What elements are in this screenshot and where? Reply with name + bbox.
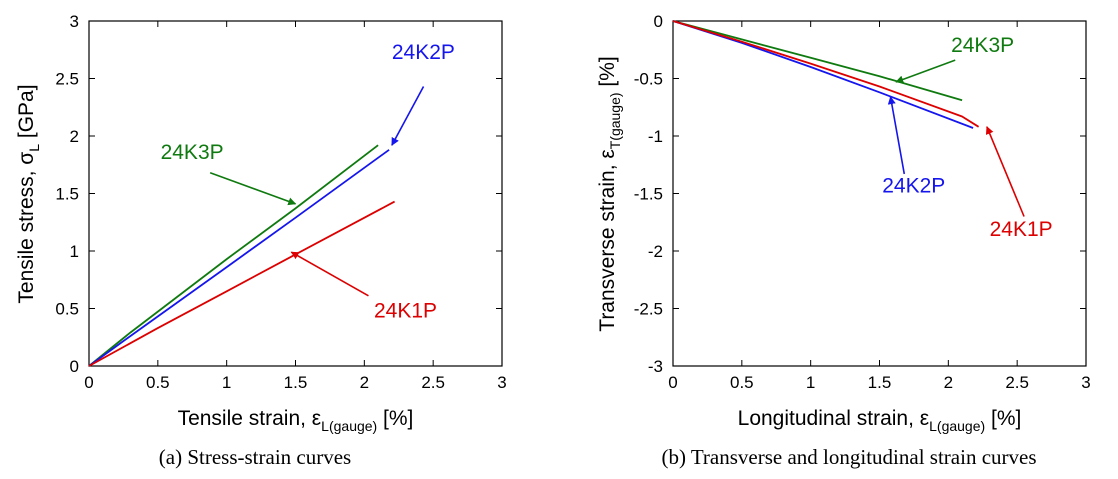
- annotation-arrow-24k1p: [290, 251, 369, 297]
- y-axis-label-main: Tensile stress, σ: [15, 152, 38, 304]
- series-label-24k2p: 24K2P: [882, 174, 945, 197]
- y-tick-label: -1.5: [634, 185, 663, 204]
- x-tick-label: 2: [360, 373, 369, 392]
- x-tick-label: 0: [84, 373, 93, 392]
- x-tick-label: 0: [668, 373, 677, 392]
- x-tick-label: 1.5: [868, 373, 892, 392]
- x-axis-label-main: Tensile strain, ε: [178, 407, 322, 430]
- x-axis-label-unit: [%]: [985, 407, 1021, 430]
- y-tick-label: -2: [648, 242, 663, 261]
- x-axis-label: Longitudinal strain, εL(gauge) [%]: [738, 407, 1022, 434]
- series-label-24k3p: 24K3P: [951, 34, 1014, 57]
- series-line-24k2p: [672, 20, 974, 129]
- y-axis-label-subscript: L: [26, 144, 42, 152]
- plot-frame: [88, 20, 503, 367]
- series-line-24k3p: [672, 20, 963, 102]
- x-tick-label: 2.5: [1005, 373, 1029, 392]
- annotation-arrow-24k3p: [895, 59, 956, 84]
- x-tick-label: 0.5: [146, 373, 170, 392]
- x-tick-label: 1: [222, 373, 231, 392]
- x-axis-label-unit: [%]: [377, 407, 413, 430]
- x-tick-label: 2.5: [421, 373, 445, 392]
- y-tick-label: 3: [70, 12, 79, 31]
- y-tick-label: 1: [70, 242, 79, 261]
- x-tick-label: 3: [1081, 373, 1090, 392]
- y-axis-label: Transverse strain, εT(gauge) [%]: [596, 56, 623, 331]
- y-tick-label: 2.5: [55, 70, 79, 89]
- annotation-arrow-24k3p: [209, 172, 297, 206]
- x-tick-label: 0.5: [730, 373, 754, 392]
- y-axis-label-subscript: T(gauge): [607, 92, 623, 149]
- series-line-24k2p: [88, 149, 390, 367]
- y-tick-label: -0.5: [634, 70, 663, 89]
- y-tick-label: -2.5: [634, 300, 663, 319]
- y-tick-label: -1: [648, 127, 663, 146]
- annotation-arrow-24k2p: [391, 86, 425, 146]
- x-tick-label: 2: [944, 373, 953, 392]
- x-axis-label: Tensile strain, εL(gauge) [%]: [178, 407, 414, 434]
- y-tick-label: 0.5: [55, 300, 79, 319]
- y-tick-label: 1.5: [55, 185, 79, 204]
- series-label-24k2p: 24K2P: [392, 41, 455, 64]
- panel-b: 0 0.5 1 1.5 2 2.5 3 0 -0.5 -1 -1.5 -2 -2.5 -3 24K3P 24K…: [596, 12, 1091, 469]
- plot-frame: [672, 20, 1087, 367]
- y-tick-label: -3: [648, 357, 663, 376]
- y-tick-label: 2: [70, 127, 79, 146]
- x-tick-label: 3: [497, 373, 506, 392]
- figure-caption: (b) Transverse and longitudinal strain c…: [661, 445, 1036, 469]
- y-axis-label-unit: [%]: [596, 56, 619, 92]
- annotation-arrow-24k2p: [887, 96, 906, 175]
- y-axis-label-unit: [GPa]: [15, 84, 38, 144]
- x-axis-label-subscript: L(gauge): [929, 418, 985, 434]
- series-line-24k3p: [88, 144, 379, 367]
- series-line-24k1p: [672, 20, 980, 128]
- y-axis-label: Tensile stress, σL [GPa]: [15, 84, 42, 303]
- series-label-24k3p: 24K3P: [161, 141, 224, 164]
- panel-a: 0 0.5 1 1.5 2 2.5 3 0 0.5 1 1.5 2 2.5 3 24K3P 24K2P 24K1…: [15, 12, 507, 469]
- figure-caption: (a) Stress-strain curves: [159, 445, 351, 469]
- series-line-24k1p: [88, 200, 396, 367]
- y-tick-label: 0: [70, 357, 79, 376]
- y-tick-label: 0: [654, 12, 663, 31]
- y-axis-label-main: Transverse strain, ε: [596, 149, 619, 331]
- x-tick-label: 1: [806, 373, 815, 392]
- series-label-24k1p: 24K1P: [374, 300, 437, 323]
- series-label-24k1p: 24K1P: [990, 218, 1053, 241]
- x-axis-label-main: Longitudinal strain, ε: [738, 407, 929, 430]
- annotation-arrow-24k1p: [985, 126, 1025, 217]
- x-axis-label-subscript: L(gauge): [321, 418, 377, 434]
- x-tick-label: 1.5: [284, 373, 308, 392]
